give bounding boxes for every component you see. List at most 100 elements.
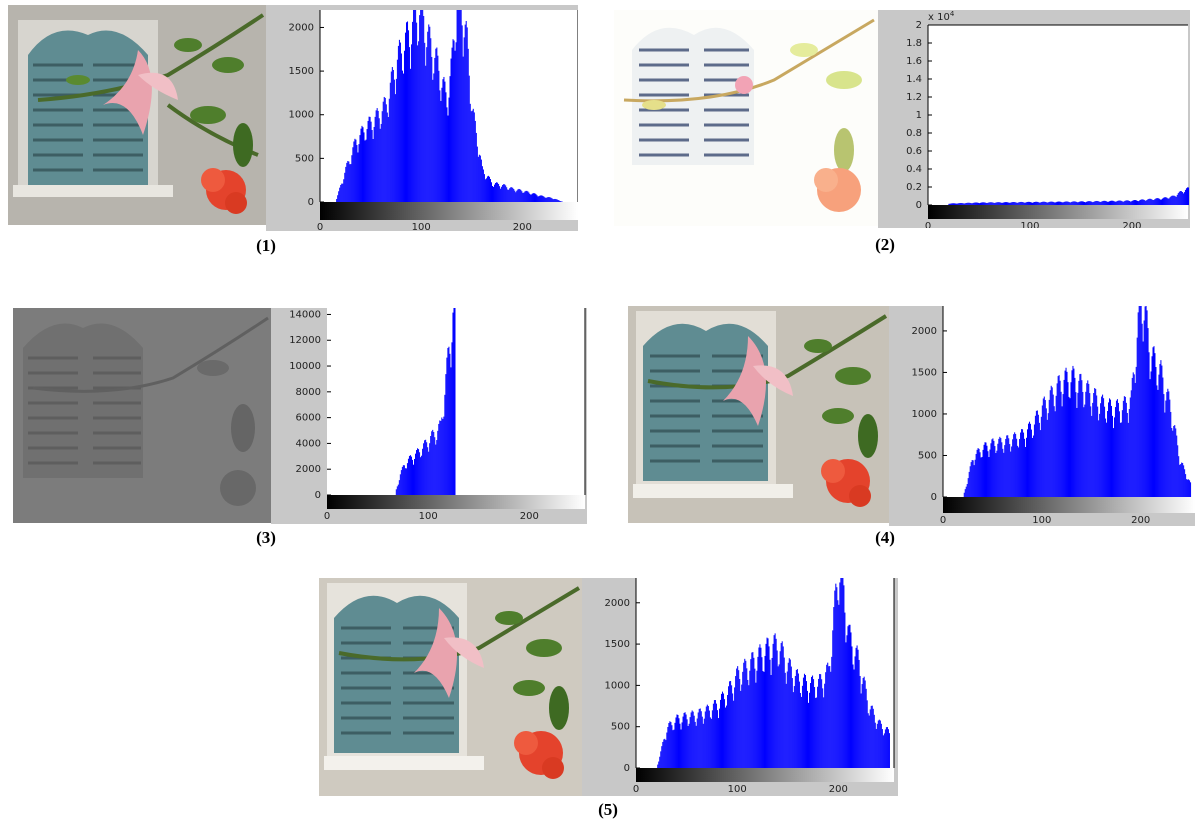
histogram-bar	[361, 125, 363, 202]
histogram-bar	[441, 417, 443, 495]
histogram-bar	[873, 714, 875, 768]
histogram-bar	[431, 56, 433, 202]
histogram-bar	[503, 184, 505, 202]
histogram-bar	[521, 191, 523, 202]
histogram-bar	[797, 673, 799, 768]
histogram-bar	[448, 97, 450, 202]
histogram-bar	[739, 678, 741, 768]
histogram-bar	[1085, 202, 1087, 205]
histogram-bar	[1141, 323, 1143, 497]
histogram-bar	[989, 449, 991, 497]
y-tick-label: 2000	[912, 326, 937, 337]
histogram-bar	[742, 671, 744, 768]
histogram-bar	[1180, 191, 1182, 205]
grayscale-colorbar	[928, 205, 1188, 219]
histogram-bar	[1121, 201, 1123, 205]
histogram-bar	[453, 308, 455, 495]
histogram-bar	[497, 182, 499, 202]
histogram-bar	[364, 140, 366, 202]
histogram-bar	[431, 431, 433, 495]
histogram-bar	[338, 191, 340, 202]
histogram-bar	[1093, 201, 1095, 205]
histogram-bar	[745, 660, 747, 768]
histogram-bar	[764, 655, 766, 768]
histogram-bar	[696, 718, 698, 768]
histogram-bar	[421, 10, 423, 202]
histogram-bar	[984, 202, 986, 205]
histogram-bar	[1160, 199, 1162, 205]
histogram-bar	[1092, 202, 1094, 205]
histogram-bar	[481, 166, 483, 202]
histogram-bar	[449, 353, 451, 495]
caption-1: (1)	[256, 236, 276, 255]
histogram-bar	[393, 79, 395, 202]
histogram-bar	[1190, 482, 1192, 497]
histogram-bar	[758, 647, 760, 768]
histogram-bar	[400, 470, 402, 495]
histogram-bar	[1089, 201, 1091, 205]
histogram-bar	[688, 723, 690, 768]
histogram-4: 0 500 1000 1500 2000 0 100 200	[889, 306, 1195, 526]
histogram-bar	[1076, 202, 1078, 205]
histogram-bar	[516, 190, 518, 202]
y-tick-label: 1000	[912, 409, 937, 420]
histogram-bar	[1026, 437, 1028, 497]
histogram-bar	[1135, 366, 1137, 497]
histogram-bar	[779, 651, 781, 768]
histogram-bar	[529, 193, 531, 202]
histogram-bar	[1042, 398, 1044, 497]
histogram-bar	[442, 419, 444, 495]
histogram-bar	[1094, 201, 1096, 205]
histogram-bar	[1024, 438, 1026, 497]
histogram-bar	[671, 725, 673, 768]
histogram-bar	[967, 478, 969, 497]
histogram-2-xticks: 0 100 200	[925, 221, 1142, 232]
histogram-bar	[499, 186, 501, 202]
histogram-bar	[1183, 192, 1185, 205]
histogram-bar	[356, 145, 358, 202]
histogram-bar	[989, 202, 991, 205]
histogram-bar	[743, 662, 745, 768]
histogram-bar	[963, 492, 965, 497]
histogram-bar	[787, 662, 789, 768]
histogram-bar	[475, 132, 477, 202]
histogram-bar	[1023, 432, 1025, 497]
histogram-bar	[1070, 202, 1072, 205]
histogram-bar	[1054, 411, 1056, 497]
histogram-bar	[725, 707, 727, 768]
histogram-bar	[1127, 422, 1129, 497]
histogram-bar	[708, 710, 710, 768]
histogram-bar	[1080, 201, 1082, 205]
histogram-bar	[427, 31, 429, 202]
histogram-bar	[462, 56, 464, 202]
histogram-bar	[1125, 200, 1127, 205]
histogram-bar	[442, 79, 444, 202]
histogram-bar	[698, 708, 700, 768]
histogram-bar	[348, 161, 350, 202]
histogram-bar	[1125, 402, 1127, 497]
y-tick-label: 0	[624, 763, 630, 774]
histogram-bar	[820, 674, 822, 768]
histogram-bar	[1035, 201, 1037, 205]
histogram-bar	[962, 203, 964, 205]
histogram-bar	[458, 10, 460, 202]
histogram-bar	[1005, 202, 1007, 205]
y-tick-label: 0	[315, 490, 321, 501]
histogram-bar	[867, 713, 869, 768]
histogram-bar	[525, 190, 527, 202]
histogram-bar	[1029, 423, 1031, 497]
histogram-bar	[1070, 382, 1072, 497]
histogram-bar	[805, 681, 807, 768]
histogram-bar	[715, 703, 717, 768]
histogram-bar	[870, 705, 872, 768]
histogram-3-xticks: 0 100 200	[324, 511, 539, 522]
histogram-bar	[1049, 201, 1051, 205]
histogram-bar	[781, 641, 783, 768]
histogram-bar	[450, 58, 452, 202]
histogram-bar	[429, 443, 431, 495]
histogram-bar	[1097, 406, 1099, 497]
histogram-bar	[686, 719, 688, 768]
histogram-bar	[1140, 306, 1142, 497]
grayscale-colorbar	[636, 768, 894, 782]
histogram-bar	[1013, 434, 1015, 497]
